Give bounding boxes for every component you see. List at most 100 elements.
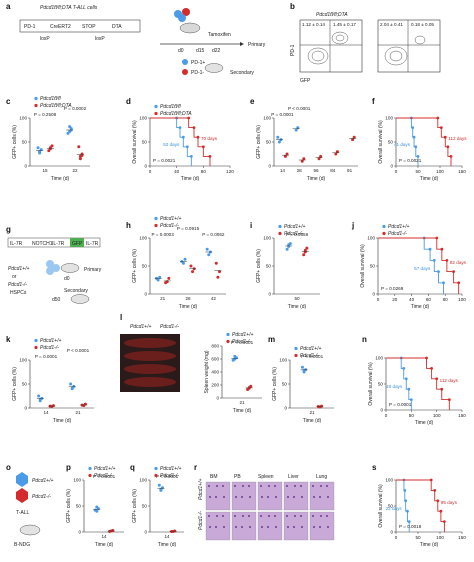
point-e: [352, 135, 356, 139]
panel-letter-q: q: [130, 463, 135, 472]
ytick-label-h: 0: [144, 292, 147, 297]
ytick-label-s: 0: [390, 530, 393, 535]
km-event-f: [412, 135, 416, 139]
histology-nucleus: [208, 485, 210, 487]
ytick-label-f: 50: [388, 140, 394, 145]
histology-nucleus: [235, 496, 237, 498]
ytick-label-f: 100: [385, 116, 393, 121]
km-event-j: [445, 259, 449, 262]
legend-label-d: Pdcd1fl/fl: [160, 104, 181, 110]
day-d0: d0: [178, 48, 184, 54]
ytick-label-i: 0: [268, 292, 271, 297]
point-e: [283, 154, 287, 158]
point-e: [334, 152, 338, 156]
ylabel-q: GFP+ cells (%): [132, 489, 138, 523]
point-e: [285, 152, 289, 156]
km-event-s: [433, 489, 437, 492]
panel-letter-f: f: [372, 97, 375, 106]
point-e: [294, 128, 298, 132]
median-label-s: 22 days: [386, 506, 403, 511]
histology-nucleus: [248, 515, 250, 517]
panel-letter-k: k: [6, 335, 11, 344]
km-event-d: [192, 126, 196, 129]
xtick-label-h: 28: [185, 296, 191, 301]
km-event-n: [435, 377, 439, 381]
histology-nucleus: [320, 485, 322, 487]
day-g-d0: d0: [64, 276, 70, 282]
legend-label-m: Pdcd1-/-: [300, 353, 319, 359]
xlabel-s: Time (d): [420, 542, 439, 548]
genotype-g-1: Pdcd1+/+: [8, 266, 29, 272]
point-p: [95, 505, 99, 509]
ytick-label-l: 200: [211, 383, 219, 388]
pvalue-c: P = 0.2508: [34, 112, 57, 117]
construct-g-5: IL-7R: [86, 241, 99, 247]
panel-letter-j: j: [351, 221, 354, 230]
legend-marker-k: [34, 345, 38, 350]
xtick-label-n: 100: [433, 413, 441, 418]
legend-label-k: Pdcd1+/+: [40, 338, 61, 344]
point-p: [108, 529, 112, 533]
ytick-label-j: 50: [370, 264, 376, 269]
panel-letter-l: l: [120, 313, 122, 322]
km-event-d: [208, 155, 212, 158]
legend-marker-l: [226, 339, 230, 344]
legend-label-d: Pdcd1fl/fl;DTA: [160, 111, 192, 117]
secondary-mouse-icon: [204, 63, 224, 73]
secondary-g-label: Secondary: [64, 288, 88, 294]
ytick-label-j: 100: [367, 236, 375, 241]
chart-i: i 0 50 100 GFP+ cells (%) Time (d) 50 P = 0.085…: [250, 221, 320, 310]
xtick-label-s: 0: [395, 535, 398, 540]
km-event-s: [436, 499, 440, 503]
xtick-label-k: 14: [43, 410, 49, 415]
point-h: [164, 281, 168, 285]
point-m: [300, 365, 304, 369]
ytick-label-n: 50: [378, 382, 384, 387]
pvalue-h: P = 0.0062: [202, 232, 225, 237]
histology-nucleus: [249, 526, 251, 528]
legend-marker-d: [154, 104, 158, 109]
day-d22: d22: [212, 48, 221, 54]
median-label-j: 82 days: [450, 260, 467, 265]
point-i: [302, 253, 306, 257]
ytick-label-i: 100: [263, 236, 271, 241]
panel-b: b Pdcd1fl/fl;DTA 1.12 ± 0.14 1.45 ± 0.17…: [290, 2, 441, 84]
km-event-f: [416, 155, 420, 158]
histology-nucleus: [209, 526, 211, 528]
quadrant-value-1b: 1.45 ± 0.17: [333, 22, 356, 27]
xlabel-d: Time (d): [181, 176, 200, 182]
day-g-d50: d50: [52, 297, 61, 303]
ytick-label-l: 400: [211, 370, 219, 375]
legend-marker-k: [34, 338, 38, 343]
panel-letter-e: e: [250, 97, 255, 106]
xtick-label-n: 0: [385, 413, 388, 418]
km-event-j: [435, 236, 439, 240]
o-label-2: Pdcd1-/-: [32, 494, 51, 500]
ylabel-k: GFP+ cells (%): [12, 367, 18, 401]
xtick-label-f: 0: [395, 169, 398, 174]
histology-nucleus: [293, 526, 295, 528]
histology-nucleus: [234, 485, 236, 487]
ytick-label-c: 50: [22, 140, 28, 145]
histology-nucleus: [287, 526, 289, 528]
legend-label-i: Pdcd1-/-: [284, 231, 303, 237]
median-label-d: 70 days: [201, 136, 218, 141]
flow-ylabel: PD-1: [290, 44, 296, 56]
xlabel-l: Time (d): [233, 408, 252, 414]
panel-b-title: Pdcd1fl/fl;DTA: [316, 12, 348, 18]
panel-g: g IL-7R NOTCH1 IL-7R GFP IL-7R Pdcd1+/+ …: [6, 225, 102, 304]
loxp-label-2: loxP: [95, 36, 105, 42]
xlabel-f: Time (d): [420, 176, 439, 182]
ylabel-j: Overall survival (%): [360, 244, 366, 288]
pd1-pos-dot-icon: [182, 59, 188, 65]
axis-h: [149, 238, 226, 295]
genotype-g-3: HSPCs: [10, 290, 27, 296]
pvalue-k: P = 0.0001: [35, 354, 58, 359]
legend-label-c: Pdcd1fl/fl: [40, 96, 61, 102]
km-event-s: [443, 520, 446, 523]
ylabel-f: Overall survival (%): [378, 120, 384, 164]
ytick-label-h: 50: [142, 264, 148, 269]
km-event-n: [407, 387, 411, 391]
histology-nucleus: [216, 485, 218, 487]
point-h: [189, 264, 193, 268]
